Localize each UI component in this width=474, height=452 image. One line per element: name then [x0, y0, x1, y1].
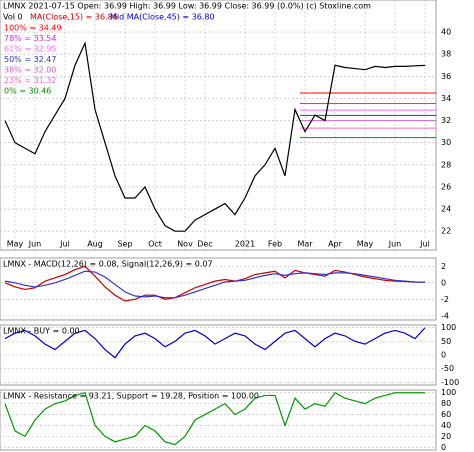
x-tick-label: Oct: [148, 240, 162, 249]
plot-area: [0, 257, 437, 321]
x-tick-label: Apr: [328, 240, 343, 249]
x-tick-label: May: [357, 240, 374, 249]
panel-title: LMNX 2021-07-15 Open: 36.99 High: 36.99 …: [3, 2, 371, 11]
y-tick-label: -2: [441, 295, 449, 304]
x-tick-label: May: [7, 240, 24, 249]
y-tick-label: 0: [441, 351, 446, 360]
series-line: [4, 270, 426, 299]
y-tick-label: 80: [441, 399, 451, 408]
fib-label: 50% = 32.47: [4, 55, 56, 64]
fib-label: 61% = 32.95: [4, 45, 56, 54]
fib-label: 78% = 33.54: [4, 34, 56, 43]
y-tick-label: 0: [441, 443, 446, 452]
x-tick-label: Jul: [59, 240, 70, 249]
plot-area: [0, 0, 437, 251]
y-tick-label: 100: [441, 323, 456, 332]
y-tick-label: -50: [441, 364, 454, 373]
y-tick-label: 28: [441, 160, 451, 169]
legend-entry: Vol 0: [3, 13, 23, 22]
plot-area: [0, 389, 437, 451]
x-tick-label: Feb: [268, 240, 282, 249]
y-tick-label: 34: [441, 94, 451, 103]
y-tick-label: 36: [441, 72, 451, 81]
x-tick-label: 2021: [235, 240, 255, 249]
x-tick-label: Jun: [388, 240, 402, 249]
y-tick-label: 20: [441, 432, 451, 441]
y-tick-label: 22: [441, 227, 451, 236]
y-tick-label: -4: [441, 311, 449, 320]
panel-title: LMNX - MACD(12,26) = 0.08, Signal(12,26,…: [3, 260, 213, 269]
legend-entry: Mid MA(Close,45) = 36.80: [110, 13, 215, 22]
fib-label: 100% = 34.49: [4, 24, 62, 33]
y-tick-label: 0: [441, 278, 446, 287]
series-line: [4, 41, 426, 232]
y-tick-label: 2: [441, 262, 446, 271]
y-tick-label: 32: [441, 116, 451, 125]
panel-title: LMNX - BUY = 0.00: [3, 327, 80, 336]
x-tick-label: Dec: [197, 240, 212, 249]
panel-title: LMNX - Resistance = 93.21, Support = 19.…: [3, 392, 259, 401]
y-tick-label: 24: [441, 205, 451, 214]
fib-label: 38% = 32.00: [4, 66, 56, 75]
x-tick-label: Jun: [28, 240, 42, 249]
y-tick-label: 40: [441, 421, 451, 430]
x-tick-label: Nov: [177, 240, 193, 249]
y-tick-label: -100: [441, 378, 459, 387]
x-tick-label: Mar: [297, 240, 313, 249]
y-tick-label: 26: [441, 182, 451, 191]
y-tick-label: 30: [441, 138, 451, 147]
x-tick-label: Jul: [419, 240, 430, 249]
y-tick-label: 100: [441, 388, 456, 397]
y-tick-label: 38: [441, 50, 451, 59]
series-line: [4, 327, 426, 359]
y-tick-label: 40: [441, 28, 451, 37]
fib-label: 0% = 30.46: [4, 87, 51, 96]
series-line: [4, 391, 425, 446]
fib-label: 23% = 31.32: [4, 76, 56, 85]
legend-entry: MA(Close,15) = 36.86: [30, 13, 118, 22]
x-tick-label: Aug: [87, 240, 103, 249]
x-tick-label: Sep: [117, 240, 132, 249]
y-tick-label: 60: [441, 410, 451, 419]
y-tick-label: 50: [441, 337, 451, 346]
series-line: [4, 265, 426, 302]
